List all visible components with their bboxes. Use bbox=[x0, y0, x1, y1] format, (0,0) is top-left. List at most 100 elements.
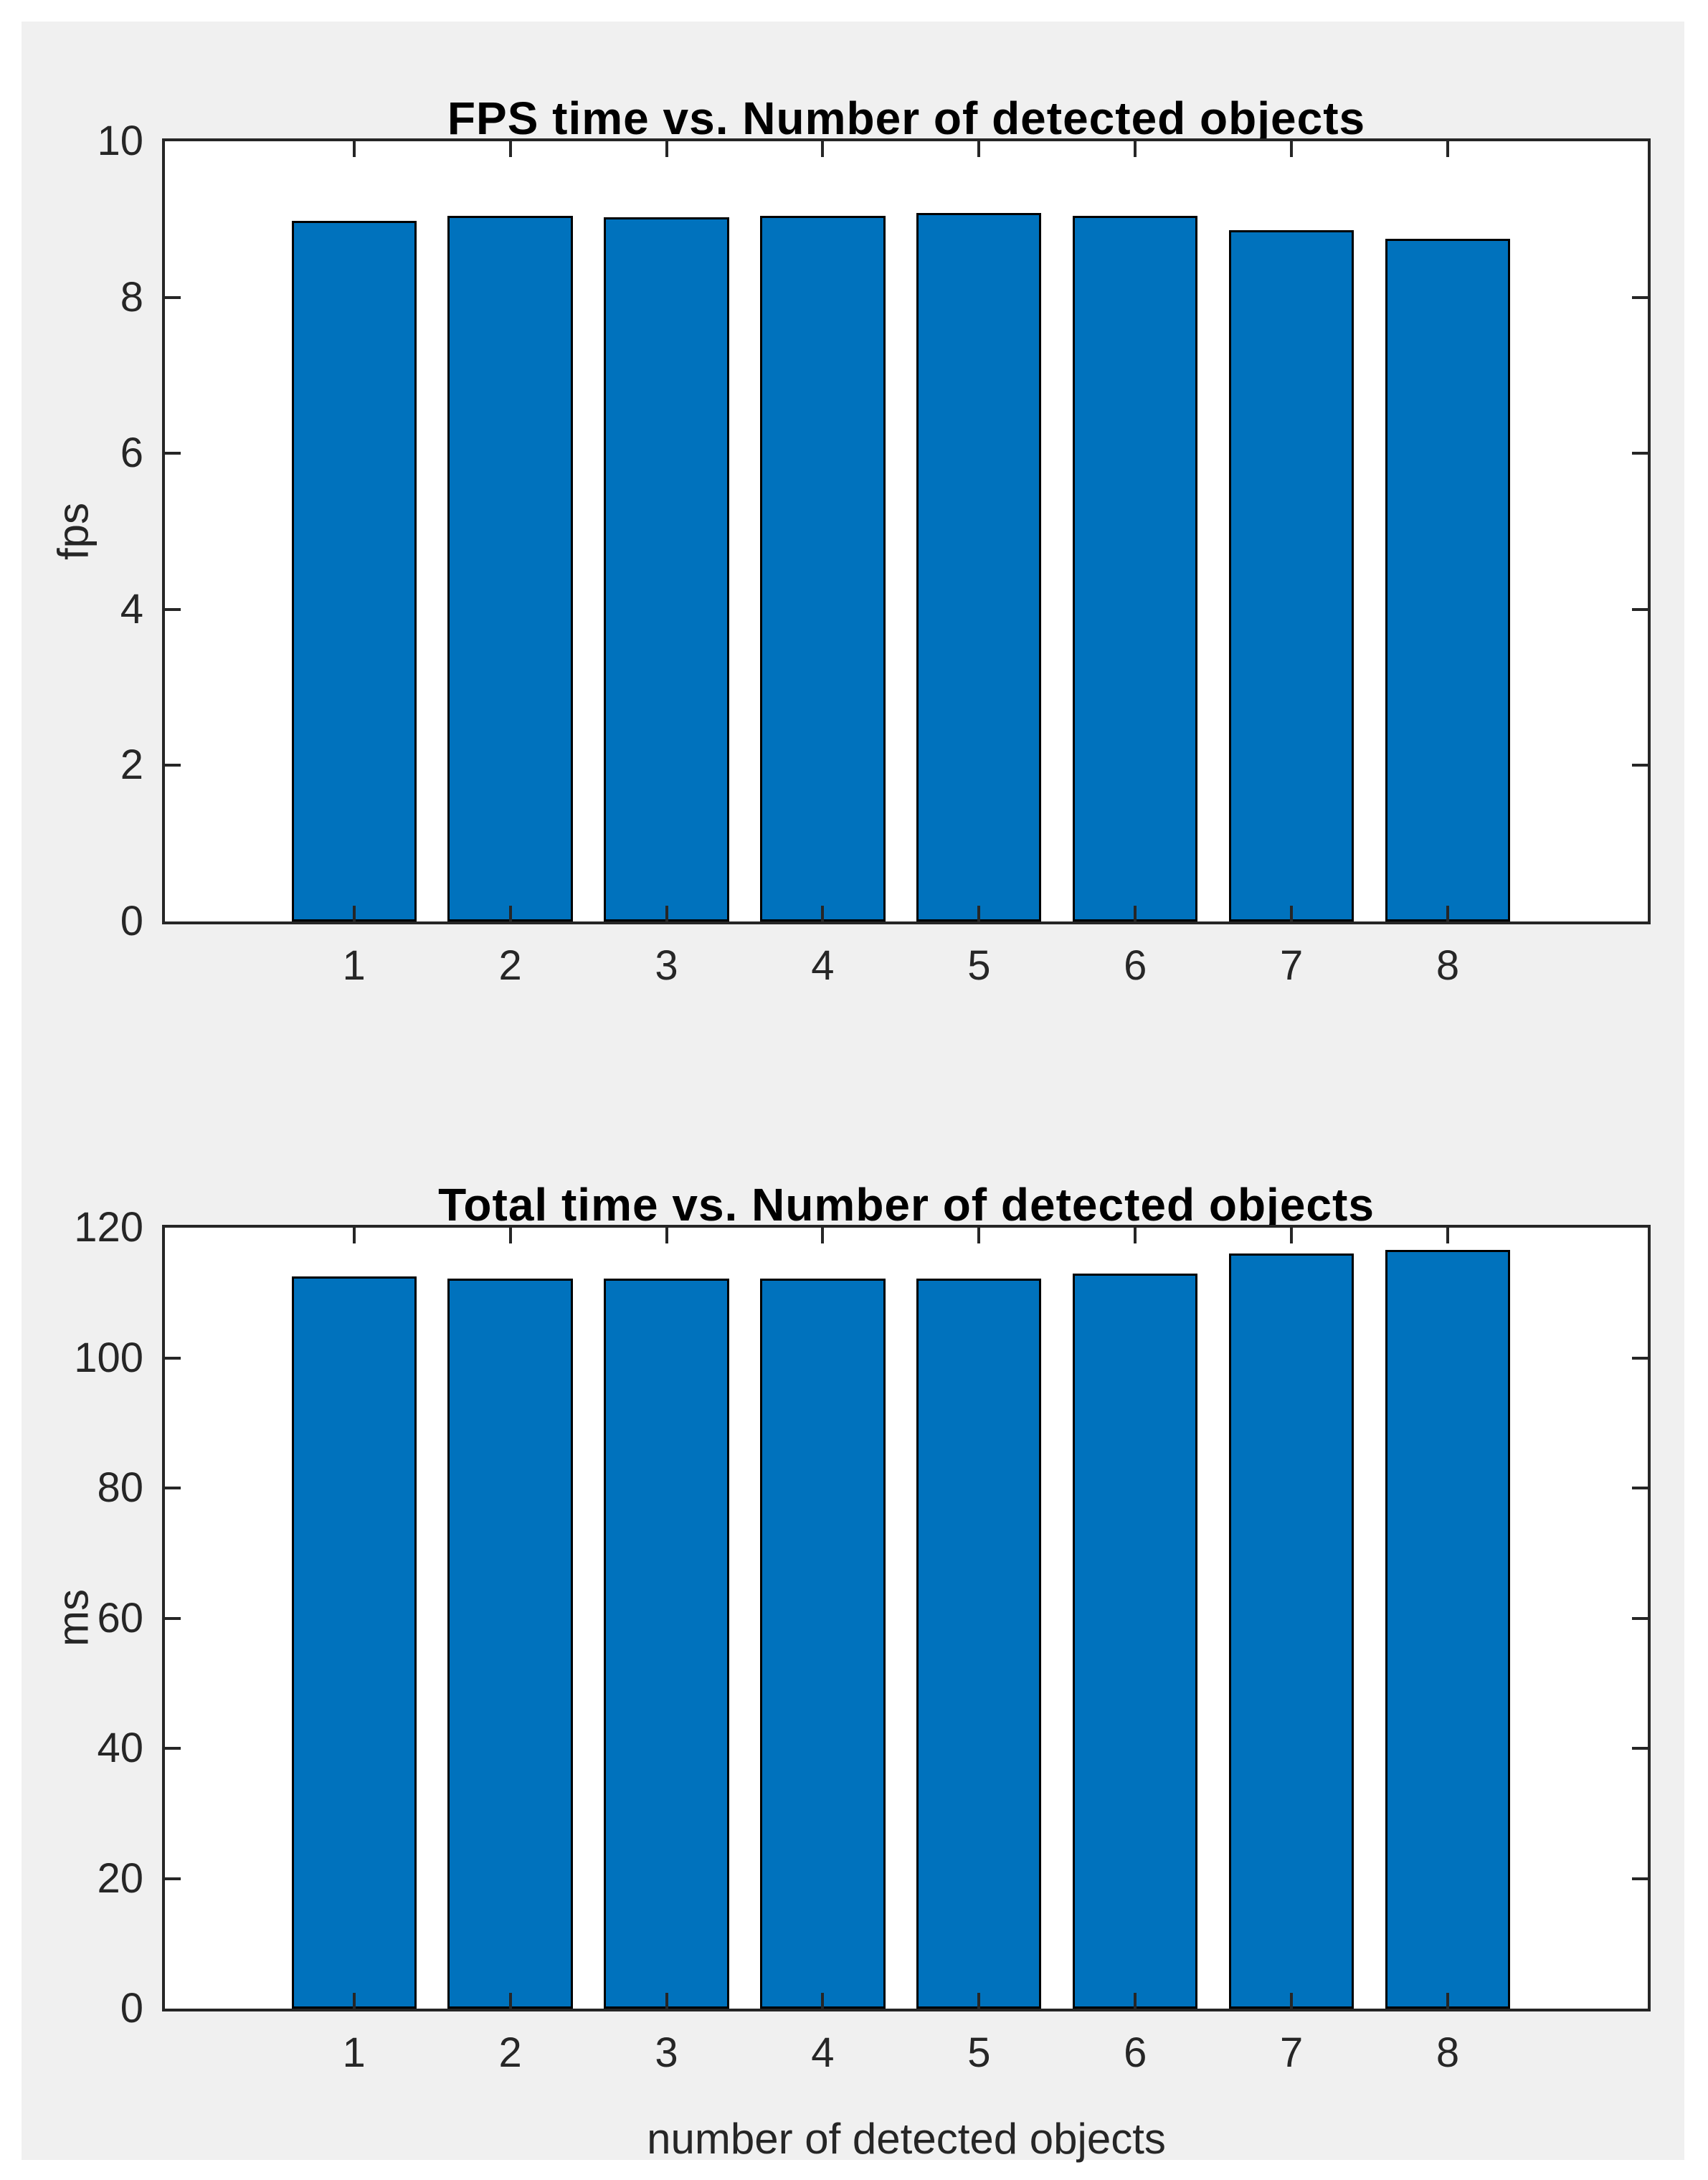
x-tick-label: 8 bbox=[1436, 942, 1460, 989]
x-axis-label: number of detected objects bbox=[647, 2115, 1166, 2163]
y-tick-mark-left bbox=[165, 764, 181, 767]
x-tick-mark-top bbox=[977, 141, 981, 157]
y-tick-mark-right bbox=[1632, 607, 1648, 611]
bar bbox=[1228, 230, 1354, 921]
bar bbox=[291, 220, 417, 921]
bar bbox=[916, 213, 1042, 921]
x-tick-mark-bottom bbox=[352, 906, 356, 921]
bar bbox=[447, 1278, 573, 2009]
x-tick-mark-bottom bbox=[977, 1993, 981, 2009]
x-tick-label: 4 bbox=[811, 2029, 835, 2076]
y-tick-label: 60 bbox=[97, 1594, 143, 1641]
y-tick-mark-left bbox=[165, 1356, 181, 1360]
x-tick-mark-top bbox=[1134, 141, 1137, 157]
bar bbox=[604, 217, 729, 921]
x-tick-mark-top bbox=[1290, 1228, 1294, 1243]
bar bbox=[1228, 1254, 1354, 2009]
x-tick-label: 3 bbox=[655, 2029, 678, 2076]
x-tick-mark-top bbox=[821, 1228, 825, 1243]
y-tick-mark-left bbox=[165, 295, 181, 299]
x-tick-mark-bottom bbox=[1134, 1993, 1137, 2009]
x-tick-mark-top bbox=[1446, 1228, 1450, 1243]
y-tick-label: 120 bbox=[74, 1204, 143, 1251]
bar bbox=[1073, 1273, 1198, 2009]
y-tick-label: 20 bbox=[97, 1854, 143, 1902]
figure-canvas: FPS time vs. Number of detected objects … bbox=[22, 22, 1684, 2163]
x-tick-label: 2 bbox=[498, 942, 522, 989]
y-tick-mark-left bbox=[165, 607, 181, 611]
x-tick-mark-bottom bbox=[821, 1993, 825, 2009]
x-tick-mark-top bbox=[665, 1228, 668, 1243]
plot-area bbox=[162, 1225, 1651, 2011]
y-tick-mark-left bbox=[165, 452, 181, 455]
chart-title: FPS time vs. Number of detected objects bbox=[447, 93, 1366, 144]
bar bbox=[1385, 1249, 1511, 2009]
y-tick-mark-right bbox=[1632, 452, 1648, 455]
y-tick-mark-right bbox=[1632, 1356, 1648, 1360]
x-tick-mark-bottom bbox=[665, 906, 668, 921]
x-tick-label: 6 bbox=[1124, 942, 1147, 989]
x-tick-label: 1 bbox=[342, 2029, 366, 2076]
x-tick-label: 5 bbox=[967, 942, 991, 989]
x-tick-label: 3 bbox=[655, 942, 678, 989]
y-axis-label: fps bbox=[49, 502, 98, 561]
x-tick-mark-top bbox=[508, 141, 512, 157]
x-tick-mark-top bbox=[821, 141, 825, 157]
x-tick-mark-top bbox=[1134, 1228, 1137, 1243]
x-tick-mark-top bbox=[352, 141, 356, 157]
x-tick-mark-top bbox=[1446, 141, 1450, 157]
x-tick-label: 1 bbox=[342, 942, 366, 989]
x-tick-label: 8 bbox=[1436, 2029, 1460, 2076]
bar bbox=[604, 1278, 729, 2009]
x-tick-mark-bottom bbox=[821, 906, 825, 921]
x-tick-mark-top bbox=[508, 1228, 512, 1243]
x-tick-mark-bottom bbox=[352, 1993, 356, 2009]
x-tick-label: 7 bbox=[1280, 2029, 1304, 2076]
y-tick-label: 4 bbox=[120, 585, 143, 632]
chart-title: Total time vs. Number of detected object… bbox=[438, 1179, 1375, 1231]
y-tick-mark-right bbox=[1632, 1877, 1648, 1880]
x-tick-mark-top bbox=[352, 1228, 356, 1243]
bar bbox=[760, 216, 886, 921]
x-tick-mark-top bbox=[977, 1228, 981, 1243]
y-tick-mark-right bbox=[1632, 1616, 1648, 1620]
y-tick-mark-right bbox=[1632, 1747, 1648, 1750]
y-tick-mark-left bbox=[165, 1877, 181, 1880]
y-tick-mark-left bbox=[165, 1616, 181, 1620]
bar bbox=[1073, 216, 1198, 921]
bar bbox=[760, 1278, 886, 2009]
x-tick-mark-bottom bbox=[508, 906, 512, 921]
y-tick-mark-right bbox=[1632, 295, 1648, 299]
x-tick-mark-bottom bbox=[977, 906, 981, 921]
bar bbox=[447, 216, 573, 921]
x-tick-mark-bottom bbox=[1134, 906, 1137, 921]
y-tick-label: 10 bbox=[97, 118, 143, 164]
x-tick-label: 6 bbox=[1124, 2029, 1147, 2076]
y-tick-label: 80 bbox=[97, 1464, 143, 1511]
x-tick-label: 5 bbox=[967, 2029, 991, 2076]
x-tick-label: 7 bbox=[1280, 942, 1304, 989]
y-tick-label: 40 bbox=[97, 1725, 143, 1771]
x-tick-mark-bottom bbox=[1290, 906, 1294, 921]
x-tick-mark-bottom bbox=[1290, 1993, 1294, 2009]
y-tick-label: 6 bbox=[120, 430, 143, 477]
x-tick-mark-bottom bbox=[665, 1993, 668, 2009]
x-tick-mark-top bbox=[665, 141, 668, 157]
y-tick-mark-left bbox=[165, 1747, 181, 1750]
y-tick-label: 0 bbox=[120, 1985, 143, 2032]
plot-area bbox=[162, 138, 1651, 924]
y-tick-mark-right bbox=[1632, 1487, 1648, 1489]
y-tick-label: 0 bbox=[120, 898, 143, 944]
y-tick-mark-left bbox=[165, 1487, 181, 1489]
bar bbox=[291, 1276, 417, 2009]
x-tick-label: 2 bbox=[498, 2029, 522, 2076]
bar bbox=[1385, 239, 1511, 921]
y-tick-label: 8 bbox=[120, 273, 143, 321]
x-tick-mark-bottom bbox=[508, 1993, 512, 2009]
x-tick-mark-bottom bbox=[1446, 1993, 1450, 2009]
x-tick-mark-bottom bbox=[1446, 906, 1450, 921]
bar bbox=[916, 1278, 1042, 2009]
y-tick-mark-right bbox=[1632, 764, 1648, 767]
x-tick-mark-top bbox=[1290, 141, 1294, 157]
